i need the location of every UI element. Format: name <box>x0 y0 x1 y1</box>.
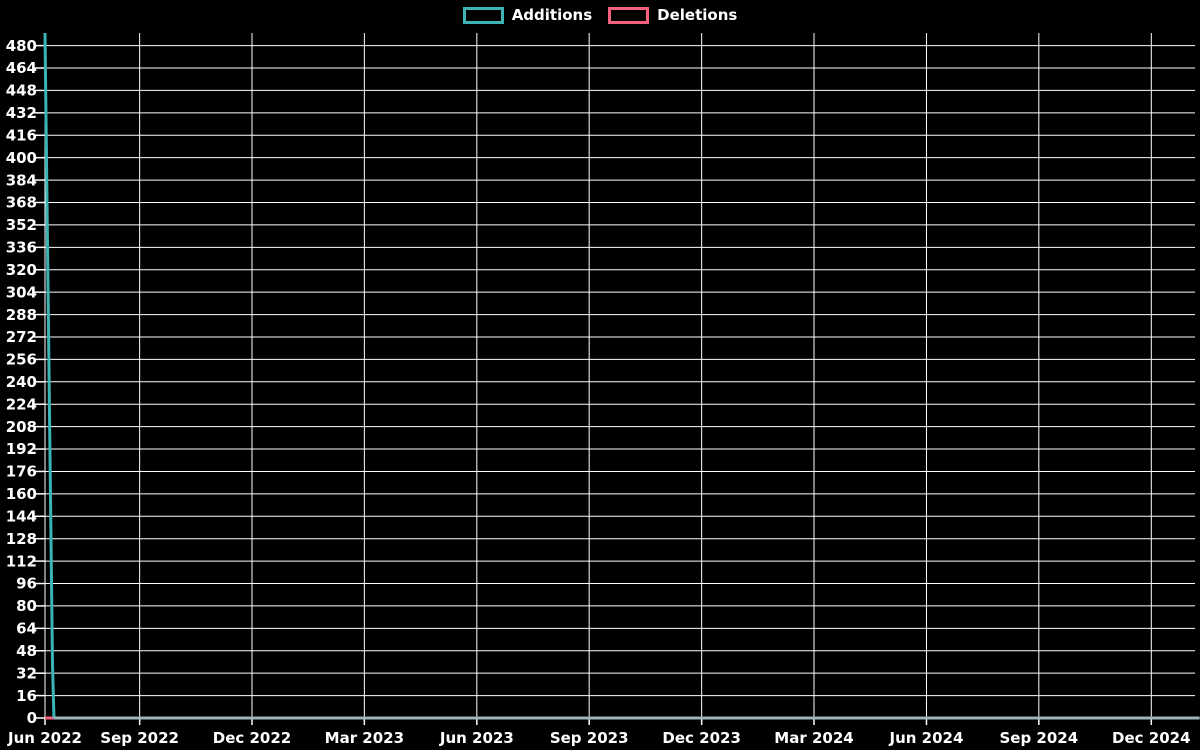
additions-swatch-icon <box>462 7 504 24</box>
y-tick-label: 416 <box>6 126 37 144</box>
y-tick-label: 320 <box>6 261 37 279</box>
y-tick-label: 384 <box>6 171 37 189</box>
y-tick-label: 368 <box>6 194 37 212</box>
y-tick-label: 208 <box>6 418 37 436</box>
y-tick-label: 192 <box>6 440 37 458</box>
x-tick-label: Jun 2023 <box>439 729 514 747</box>
additions-line <box>43 32 56 719</box>
legend-label-deletions: Deletions <box>657 6 738 24</box>
x-tick-label: Dec 2022 <box>213 729 292 747</box>
legend: Additions Deletions <box>0 7 1200 24</box>
y-tick-label: 400 <box>6 149 37 167</box>
y-tick-label: 32 <box>16 664 37 682</box>
y-tick-label: 224 <box>6 395 37 413</box>
legend-item-deletions[interactable]: Deletions <box>608 7 737 24</box>
y-tick-label: 0 <box>27 709 37 727</box>
y-tick-label: 48 <box>16 642 37 660</box>
y-tick-label: 448 <box>6 82 37 100</box>
legend-label-additions: Additions <box>511 6 593 24</box>
y-tick-label: 144 <box>6 507 37 525</box>
y-tick-label: 16 <box>16 687 37 705</box>
y-tick-label: 288 <box>6 306 37 324</box>
y-tick-label: 304 <box>6 283 37 301</box>
y-tick-label: 96 <box>16 575 37 593</box>
y-tick-label: 176 <box>6 463 37 481</box>
x-tick-label: Dec 2023 <box>662 729 741 747</box>
x-tick-label: Dec 2024 <box>1112 729 1191 747</box>
y-tick-label: 336 <box>6 239 37 257</box>
y-tick-label: 256 <box>6 351 37 369</box>
y-tick-label: 112 <box>6 552 37 570</box>
y-tick-label: 352 <box>6 216 37 234</box>
x-tick-label: Mar 2023 <box>325 729 404 747</box>
y-tick-label: 160 <box>6 485 37 503</box>
y-tick-label: 480 <box>6 37 37 55</box>
y-tick-label: 432 <box>6 104 37 122</box>
x-tick-label: Sep 2024 <box>999 729 1078 747</box>
y-tick-label: 272 <box>6 328 37 346</box>
y-tick-label: 240 <box>6 373 37 391</box>
x-tick-label: Jun 2024 <box>889 729 964 747</box>
deletions-swatch-icon <box>608 7 650 24</box>
y-tick-label: 128 <box>6 530 37 548</box>
y-tick-label: 80 <box>16 597 37 615</box>
x-tick-label: Sep 2022 <box>100 729 179 747</box>
legend-item-additions[interactable]: Additions <box>462 6 593 24</box>
y-tick-label: 64 <box>16 620 37 638</box>
x-tick-label: Mar 2024 <box>774 729 853 747</box>
x-tick-label: Jun 2022 <box>7 729 82 747</box>
x-tick-label: Sep 2023 <box>550 729 629 747</box>
y-tick-label: 464 <box>6 59 37 77</box>
